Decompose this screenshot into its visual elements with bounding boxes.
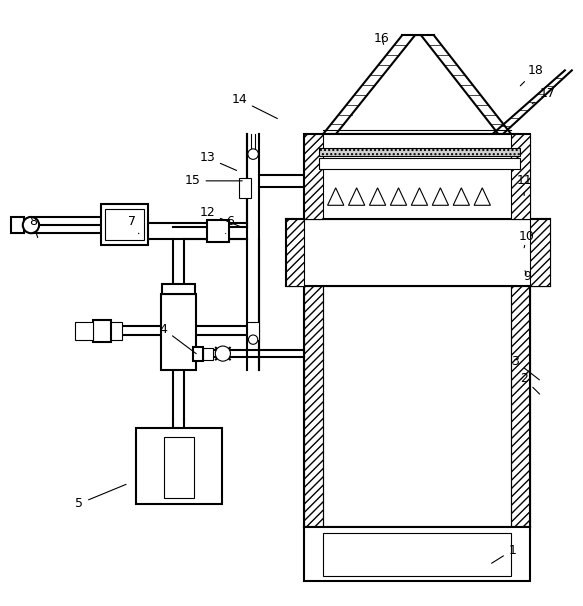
Polygon shape bbox=[370, 188, 386, 205]
Bar bbox=[304, 527, 530, 581]
Circle shape bbox=[23, 217, 39, 233]
Bar bbox=[286, 219, 304, 285]
Text: 13: 13 bbox=[199, 151, 237, 170]
Text: 3: 3 bbox=[511, 355, 539, 380]
Bar bbox=[203, 348, 213, 360]
Text: 8: 8 bbox=[29, 215, 38, 238]
Text: 4: 4 bbox=[160, 322, 196, 354]
Polygon shape bbox=[432, 188, 448, 205]
Circle shape bbox=[248, 149, 258, 159]
Text: 18: 18 bbox=[520, 64, 544, 86]
Circle shape bbox=[248, 335, 258, 344]
Polygon shape bbox=[391, 188, 407, 205]
Bar bbox=[192, 347, 203, 361]
Text: 9: 9 bbox=[523, 270, 531, 284]
Bar bbox=[164, 437, 194, 498]
Bar bbox=[93, 320, 111, 342]
Text: 15: 15 bbox=[185, 175, 242, 187]
Bar bbox=[304, 135, 530, 219]
Bar bbox=[110, 322, 122, 339]
Bar bbox=[207, 220, 229, 242]
Bar bbox=[319, 158, 520, 169]
Text: 6: 6 bbox=[226, 215, 234, 233]
Bar bbox=[304, 282, 323, 527]
Bar bbox=[136, 428, 222, 504]
Bar bbox=[304, 135, 323, 219]
Bar bbox=[286, 219, 550, 285]
Text: 17: 17 bbox=[532, 87, 556, 104]
Bar bbox=[530, 219, 550, 285]
Bar bbox=[239, 178, 251, 198]
Bar bbox=[101, 204, 149, 245]
Polygon shape bbox=[412, 188, 427, 205]
Bar bbox=[75, 322, 93, 339]
Polygon shape bbox=[349, 188, 365, 205]
Polygon shape bbox=[453, 188, 469, 205]
Bar bbox=[161, 295, 196, 370]
Bar bbox=[511, 135, 530, 219]
Text: 5: 5 bbox=[75, 484, 126, 510]
Text: 7: 7 bbox=[128, 215, 139, 234]
Text: 2: 2 bbox=[520, 372, 540, 394]
Bar bbox=[163, 284, 195, 295]
Text: 1: 1 bbox=[491, 544, 517, 563]
Text: 16: 16 bbox=[374, 32, 389, 45]
Text: 11: 11 bbox=[517, 175, 532, 196]
Polygon shape bbox=[328, 188, 344, 205]
Text: 14: 14 bbox=[231, 93, 278, 119]
Bar bbox=[247, 322, 259, 339]
Bar bbox=[11, 217, 24, 233]
Bar bbox=[323, 533, 511, 576]
Polygon shape bbox=[474, 188, 490, 205]
Bar bbox=[323, 282, 511, 527]
Bar bbox=[106, 209, 144, 240]
Text: 12: 12 bbox=[199, 207, 243, 227]
Text: 10: 10 bbox=[519, 230, 535, 248]
Circle shape bbox=[215, 346, 230, 361]
Bar bbox=[319, 148, 520, 156]
Bar bbox=[511, 282, 530, 527]
